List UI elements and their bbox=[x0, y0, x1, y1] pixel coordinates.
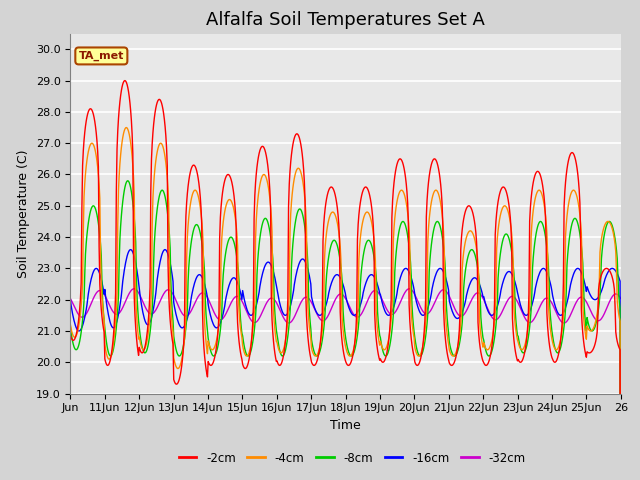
-4cm bbox=[403, 204, 411, 210]
-2cm bbox=[260, 145, 268, 151]
-4cm bbox=[122, 125, 130, 131]
-4cm bbox=[67, 322, 74, 327]
Line: -4cm: -4cm bbox=[70, 128, 621, 480]
-16cm bbox=[233, 278, 241, 284]
-8cm bbox=[260, 216, 268, 222]
-8cm bbox=[67, 324, 74, 330]
-32cm bbox=[232, 294, 240, 300]
-4cm bbox=[260, 172, 268, 178]
-8cm bbox=[403, 229, 411, 235]
-2cm bbox=[434, 163, 442, 168]
-8cm bbox=[434, 219, 442, 225]
-4cm bbox=[434, 189, 442, 195]
-2cm bbox=[233, 300, 241, 305]
Title: Alfalfa Soil Temperatures Set A: Alfalfa Soil Temperatures Set A bbox=[206, 11, 485, 29]
-2cm bbox=[67, 332, 74, 338]
-4cm bbox=[132, 294, 140, 300]
-32cm bbox=[403, 288, 410, 294]
Line: -8cm: -8cm bbox=[70, 181, 621, 480]
-8cm bbox=[281, 349, 289, 355]
-16cm bbox=[260, 265, 268, 271]
Legend: -2cm, -4cm, -8cm, -16cm, -32cm: -2cm, -4cm, -8cm, -16cm, -32cm bbox=[174, 447, 530, 469]
Y-axis label: Soil Temperature (C): Soil Temperature (C) bbox=[17, 149, 30, 278]
Line: -2cm: -2cm bbox=[70, 81, 621, 480]
-8cm bbox=[124, 178, 132, 184]
-32cm bbox=[260, 307, 268, 312]
Line: -32cm: -32cm bbox=[70, 289, 621, 323]
-2cm bbox=[281, 343, 289, 348]
-8cm bbox=[132, 239, 140, 245]
-16cm bbox=[434, 267, 442, 273]
X-axis label: Time: Time bbox=[330, 419, 361, 432]
-8cm bbox=[233, 255, 241, 261]
Line: -16cm: -16cm bbox=[70, 250, 621, 480]
-2cm bbox=[121, 78, 129, 84]
-32cm bbox=[617, 296, 625, 301]
-32cm bbox=[67, 296, 74, 301]
-2cm bbox=[132, 325, 140, 331]
-16cm bbox=[127, 247, 134, 252]
-16cm bbox=[281, 312, 289, 318]
Text: TA_met: TA_met bbox=[79, 51, 124, 61]
-4cm bbox=[281, 340, 289, 346]
-32cm bbox=[434, 293, 442, 299]
-2cm bbox=[403, 189, 411, 195]
-16cm bbox=[403, 266, 411, 272]
-16cm bbox=[67, 297, 74, 302]
-32cm bbox=[560, 320, 568, 326]
-16cm bbox=[132, 261, 140, 266]
-4cm bbox=[233, 231, 241, 237]
-32cm bbox=[131, 286, 139, 292]
-32cm bbox=[280, 316, 288, 322]
-32cm bbox=[405, 286, 413, 292]
